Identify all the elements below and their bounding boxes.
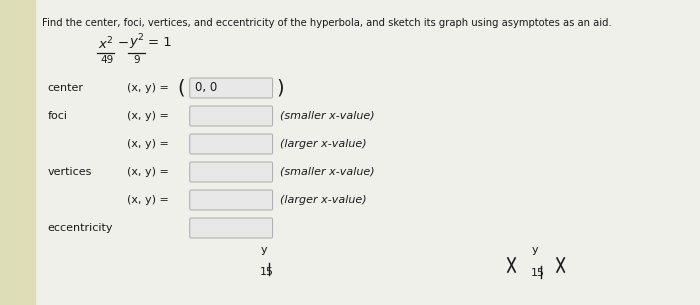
- FancyBboxPatch shape: [190, 106, 272, 126]
- Text: eccentricity: eccentricity: [48, 223, 113, 233]
- Text: $x^2$: $x^2$: [98, 35, 114, 52]
- Text: vertices: vertices: [48, 167, 92, 177]
- Text: (smaller x-value): (smaller x-value): [280, 167, 375, 177]
- FancyBboxPatch shape: [190, 190, 272, 210]
- FancyBboxPatch shape: [190, 162, 272, 182]
- Text: (larger x-value): (larger x-value): [280, 139, 367, 149]
- Text: y: y: [260, 245, 267, 255]
- Text: (x, y) =: (x, y) =: [127, 195, 169, 205]
- Text: Find the center, foci, vertices, and eccentricity of the hyperbola, and sketch i: Find the center, foci, vertices, and ecc…: [42, 18, 612, 28]
- Text: 15: 15: [260, 267, 274, 277]
- Text: foci: foci: [48, 111, 67, 121]
- Text: 9: 9: [134, 55, 141, 65]
- Text: (x, y) =: (x, y) =: [127, 167, 169, 177]
- Text: = 1: = 1: [148, 36, 172, 49]
- FancyBboxPatch shape: [190, 134, 272, 154]
- Text: (x, y) =: (x, y) =: [127, 83, 169, 93]
- Text: y: y: [532, 245, 538, 255]
- Text: $y^2$: $y^2$: [130, 32, 145, 52]
- Text: 49: 49: [100, 55, 113, 65]
- Text: (larger x-value): (larger x-value): [280, 195, 367, 205]
- Text: (: (: [177, 78, 185, 98]
- Text: center: center: [48, 83, 83, 93]
- Text: (x, y) =: (x, y) =: [127, 139, 169, 149]
- Text: (x, y) =: (x, y) =: [127, 111, 169, 121]
- FancyBboxPatch shape: [190, 78, 272, 98]
- Text: 15: 15: [531, 268, 545, 278]
- Text: $-$: $-$: [118, 36, 129, 49]
- FancyBboxPatch shape: [190, 218, 272, 238]
- Bar: [0, 0, 34, 305]
- Text: ): ): [276, 78, 284, 98]
- Text: 0, 0: 0, 0: [195, 81, 217, 95]
- Text: (smaller x-value): (smaller x-value): [280, 111, 375, 121]
